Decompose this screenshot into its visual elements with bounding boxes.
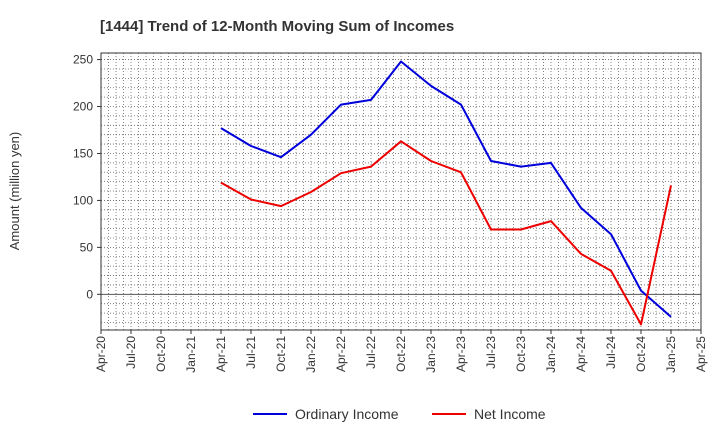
x-tick-label: Apr-20 — [94, 336, 108, 372]
x-tick-label: Jan-21 — [184, 336, 198, 373]
y-tick-label: 150 — [73, 146, 93, 160]
y-axis-label: Amount (million yen) — [7, 132, 22, 251]
x-tick-label: Apr-21 — [214, 336, 228, 372]
x-tick-label: Oct-21 — [274, 336, 288, 372]
x-axis-ticks: Apr-20 Jul-20 Oct-20 Jan-21 Apr-21 Jul-21 Oct-… — [94, 330, 708, 373]
x-tick-label: Jul-22 — [364, 336, 378, 369]
x-tick-label: Jan-24 — [544, 336, 558, 373]
legend: Ordinary Income Net Income — [253, 406, 546, 422]
x-tick-label: Oct-23 — [514, 336, 528, 372]
y-tick-label: 0 — [86, 287, 93, 301]
series-lines — [220, 60, 672, 326]
x-tick-label: Oct-22 — [394, 336, 408, 372]
x-tick-label: Jul-23 — [484, 336, 498, 369]
y-tick-label: 200 — [73, 100, 93, 114]
y-axis-ticks: 0 50 100 150 200 250 — [73, 53, 101, 301]
x-tick-label: Jan-22 — [304, 336, 318, 373]
x-tick-label: Oct-24 — [634, 336, 648, 372]
x-tick-label: Jul-21 — [244, 336, 258, 369]
x-tick-label: Apr-25 — [694, 336, 708, 372]
y-tick-label: 50 — [80, 240, 94, 254]
grid — [101, 53, 701, 330]
x-tick-label: Jul-20 — [124, 336, 138, 369]
series-line-ordinary-income — [220, 60, 672, 318]
x-tick-label: Jan-23 — [424, 336, 438, 373]
series-line-net-income — [220, 140, 672, 326]
y-tick-label: 250 — [73, 53, 93, 67]
x-tick-label: Oct-20 — [154, 336, 168, 372]
legend-label-ordinary-income: Ordinary Income — [295, 406, 399, 422]
x-tick-label: Jul-24 — [604, 336, 618, 369]
x-tick-label: Apr-24 — [574, 336, 588, 372]
x-tick-label: Apr-23 — [454, 336, 468, 372]
legend-label-net-income: Net Income — [474, 406, 546, 422]
x-tick-label: Jan-25 — [664, 336, 678, 373]
y-tick-label: 100 — [73, 193, 93, 207]
chart-title: [1444] Trend of 12-Month Moving Sum of I… — [100, 18, 454, 35]
x-tick-label: Apr-22 — [334, 336, 348, 372]
